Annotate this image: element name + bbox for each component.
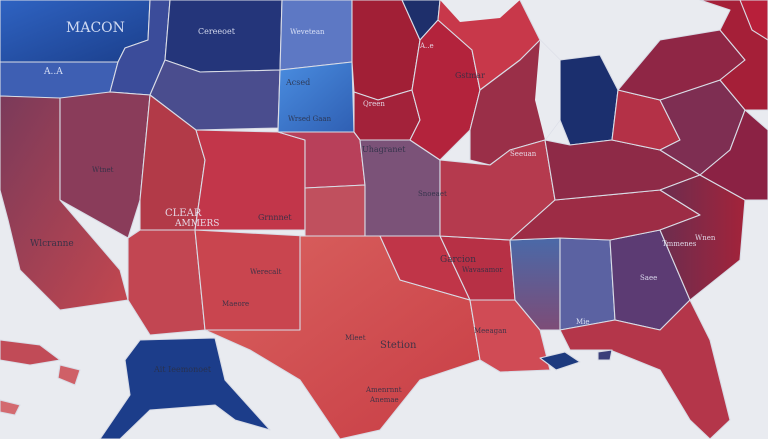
- island-gulf[interactable]: [539, 351, 581, 371]
- state-kansas[interactable]: [304, 184, 366, 237]
- label-iowa: Qreen: [363, 100, 385, 108]
- label-minnesota: A..e: [419, 42, 434, 50]
- label-texas: Stetion: [380, 340, 417, 351]
- label-california: Wlcranne: [30, 239, 74, 249]
- label-tennessee: Tmmenes: [662, 240, 697, 248]
- state-new-mexico[interactable]: [194, 229, 306, 331]
- state-michigan[interactable]: [559, 54, 619, 146]
- label-mississippi: Mleet: [345, 334, 366, 342]
- label-south-dakota: Acsed: [285, 78, 310, 87]
- label-georgia: Saee: [640, 274, 657, 282]
- label-north-dakota: Wevetean: [290, 28, 325, 36]
- label-missouri: Seeuan: [510, 150, 537, 158]
- label-nebraska: Uhagranet: [362, 145, 406, 154]
- state-oklahoma[interactable]: [304, 235, 471, 301]
- state-virginia[interactable]: [699, 109, 768, 201]
- label-utah: Grnnnet: [258, 213, 292, 222]
- label-arkansas: Wavasamor: [462, 266, 504, 274]
- label-montana: Cereeoet: [198, 27, 236, 36]
- label-mexico-sub: Anemae: [369, 396, 399, 404]
- label-oklahoma: Garcion: [440, 255, 476, 265]
- label-arizona: Maeore: [222, 300, 249, 308]
- label-alabama: Mie: [576, 318, 590, 326]
- island-left-3[interactable]: [0, 399, 21, 416]
- lake-superior: [440, 0, 520, 22]
- label-washington-small: A..A: [43, 67, 63, 77]
- state-missouri-north[interactable]: [359, 139, 441, 237]
- label-alaska: Ait Ieemonoet: [153, 365, 212, 374]
- state-florida[interactable]: [559, 299, 731, 439]
- state-arizona[interactable]: [127, 229, 206, 336]
- label-virginia: Wnen: [695, 234, 716, 242]
- island-left-2[interactable]: [57, 364, 81, 386]
- state-iowa[interactable]: [353, 89, 421, 141]
- state-maine-tip[interactable]: [739, 0, 768, 41]
- lake-michigan: [535, 40, 560, 140]
- island-small[interactable]: [597, 349, 613, 361]
- state-alabama[interactable]: [559, 237, 616, 331]
- label-wisconsin: Gstmar: [455, 71, 485, 80]
- state-montana[interactable]: [164, 0, 283, 73]
- label-colorado-sub: AMMERS: [174, 219, 219, 229]
- label-kansas: Snoeaet: [418, 190, 447, 198]
- state-alaska[interactable]: [99, 337, 271, 439]
- label-nevada: Wtnet: [92, 166, 114, 174]
- island-left-1[interactable]: [0, 339, 61, 366]
- label-south-dakota-sub: Wrsed Gaan: [288, 115, 332, 123]
- label-colorado: CLEAR: [165, 208, 202, 219]
- label-northwest: MACON: [66, 20, 125, 36]
- label-new-mexico: Werecalt: [250, 268, 282, 276]
- label-mexico-south: Amenrnnt: [365, 386, 402, 394]
- label-louisiana: Meeagan: [474, 327, 507, 335]
